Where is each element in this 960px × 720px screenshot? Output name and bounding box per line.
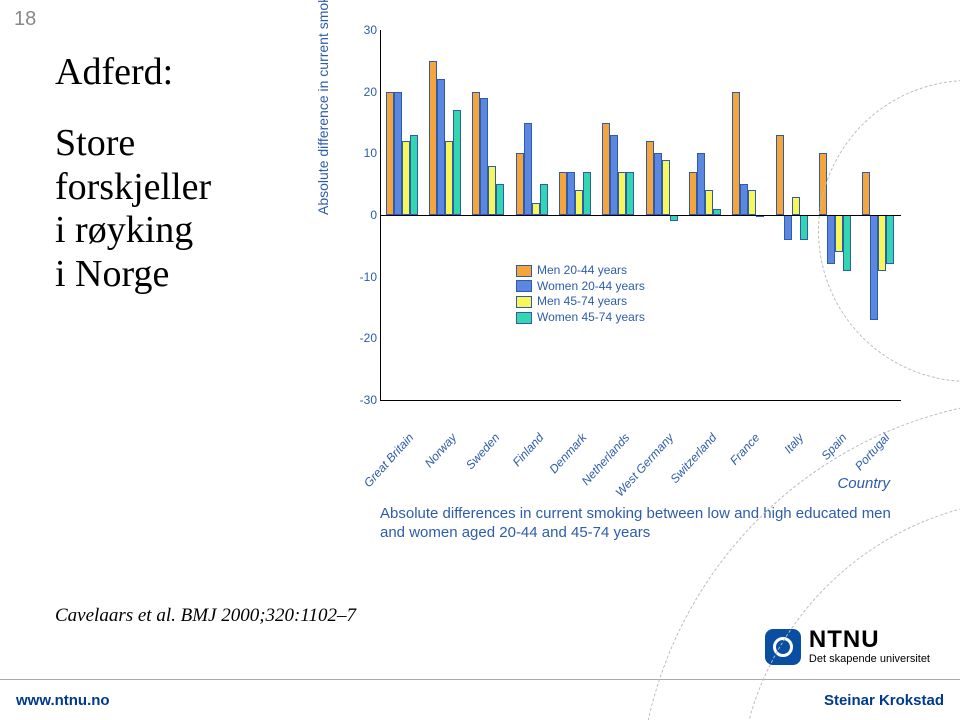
legend-item: Men 20-44 years <box>516 263 645 279</box>
bar <box>429 61 437 215</box>
slide-title: Adferd: <box>55 50 315 94</box>
chart-y-label: Absolute difference in current smoking (… <box>315 0 331 215</box>
bar <box>496 184 504 215</box>
bar <box>386 92 394 215</box>
bar <box>437 79 445 215</box>
bar <box>402 141 410 215</box>
legend-item: Women 20-44 years <box>516 279 645 295</box>
bar <box>705 190 713 215</box>
bar <box>646 141 654 215</box>
left-text-block: Adferd: Storeforskjelleri røykingi Norge <box>55 50 315 297</box>
bar <box>583 172 591 215</box>
bar <box>532 203 540 215</box>
bar <box>488 166 496 215</box>
bar <box>575 190 583 215</box>
bar <box>689 172 697 215</box>
bar <box>740 184 748 215</box>
legend-item: Women 45-74 years <box>516 310 645 326</box>
bar <box>559 172 567 215</box>
bar <box>480 98 488 215</box>
citation: Cavelaars et al. BMJ 2000;320:1102–7 <box>55 605 356 627</box>
bar <box>776 135 784 215</box>
bar <box>784 215 792 240</box>
bar <box>394 92 402 215</box>
bar <box>792 197 800 216</box>
legend-item: Men 45-74 years <box>516 294 645 310</box>
bar <box>654 153 662 215</box>
footer-url[interactable]: www.ntnu.no <box>16 692 110 709</box>
bar <box>662 160 670 216</box>
bar <box>540 184 548 215</box>
bar <box>748 190 756 215</box>
bar <box>410 135 418 215</box>
bar <box>524 123 532 216</box>
bar <box>618 172 626 215</box>
bar <box>610 135 618 215</box>
slide-subtitle: Storeforskjelleri røykingi Norge <box>55 122 315 297</box>
bar <box>453 110 461 215</box>
bar <box>602 123 610 216</box>
bar <box>516 153 524 215</box>
bar <box>472 92 480 215</box>
bar <box>445 141 453 215</box>
bar <box>567 172 575 215</box>
bar <box>732 92 740 215</box>
bar <box>697 153 705 215</box>
bar <box>800 215 808 240</box>
bar <box>626 172 634 215</box>
chart-legend: Men 20-44 yearsWomen 20-44 yearsMen 45-7… <box>510 260 651 328</box>
page-number: 18 <box>14 8 36 31</box>
